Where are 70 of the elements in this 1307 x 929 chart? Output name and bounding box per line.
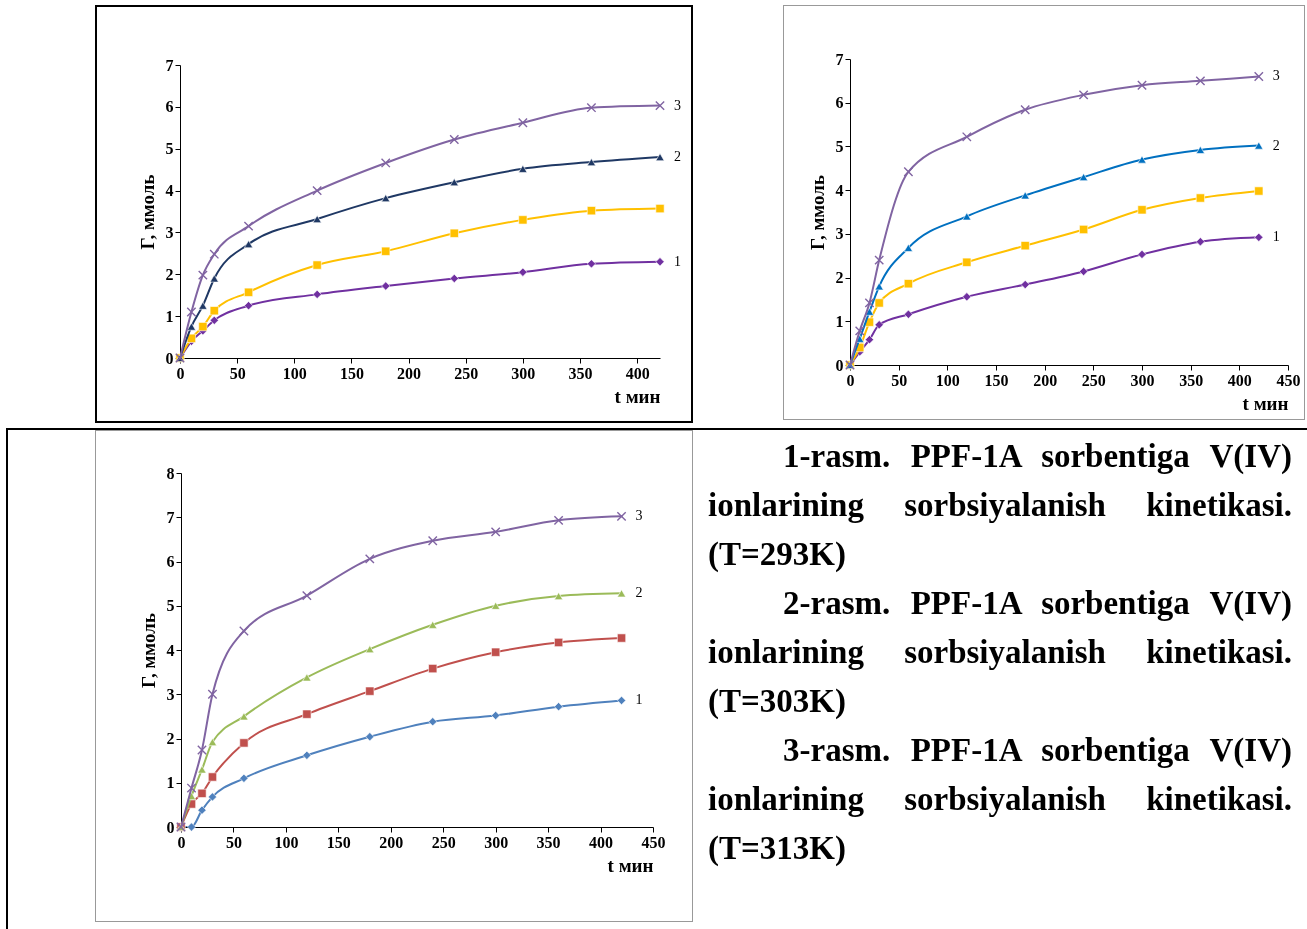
x-tick-label: 250 — [431, 833, 456, 851]
series-label: 3 — [674, 97, 681, 113]
x-tick-label: 300 — [484, 833, 509, 851]
text: 3-rasm. PPF-1A sorbentiga V(IV) ionlarining sorbsiyalanish kinetikasi. (T=313K) — [708, 731, 1292, 868]
x-tick-label: 250 — [1081, 371, 1106, 389]
y-tick-label: 5 — [835, 137, 844, 155]
y-tick-label: 8 — [166, 464, 175, 482]
x-axis-title: t мин — [1242, 392, 1289, 414]
x-tick-label: 50 — [891, 371, 908, 389]
series-label: 2 — [674, 149, 681, 165]
x-tick-label: 0 — [846, 371, 855, 389]
y-tick-label: 4 — [165, 182, 174, 200]
y-axis-title: Г, ммоль — [137, 612, 159, 689]
y-tick-label: 0 — [166, 818, 175, 836]
y-tick-label: 2 — [166, 730, 175, 747]
x-tick-label: 250 — [454, 364, 479, 382]
y-tick-label: 7 — [835, 50, 844, 68]
x-tick-label: 200 — [397, 364, 422, 382]
x-tick-label: 300 — [511, 364, 536, 382]
y-tick-label: 0 — [165, 349, 174, 367]
y-tick-label: 6 — [165, 98, 174, 116]
x-tick-label: 50 — [229, 364, 246, 382]
x-tick-label: 0 — [177, 833, 186, 851]
x-tick-label: 400 — [625, 364, 650, 382]
text: 1-rasm. PPF-1A sorbentiga V(IV) ionlarining sorbsiyalanish kinetikasi. (T=293K) — [708, 437, 1292, 574]
y-axis-title: Г, ммоль — [136, 174, 158, 250]
x-tick-label: 450 — [641, 833, 666, 851]
x-tick-label: 150 — [326, 833, 351, 851]
y-tick-label: 4 — [835, 181, 844, 199]
x-tick-label: 350 — [1179, 371, 1204, 389]
x-tick-label: 100 — [935, 371, 960, 389]
x-tick-label: 200 — [379, 833, 404, 851]
series-label: 3 — [1272, 68, 1280, 84]
x-tick-label: 300 — [1130, 371, 1155, 389]
y-tick-label: 2 — [835, 269, 844, 287]
series-label: 1 — [635, 692, 643, 708]
y-tick-label: 6 — [166, 553, 175, 570]
x-tick-label: 350 — [568, 364, 593, 382]
y-tick-label: 7 — [165, 56, 174, 74]
y-tick-label: 3 — [165, 223, 174, 241]
x-tick-label: 450 — [1276, 371, 1301, 389]
y-tick-label: 1 — [165, 307, 174, 325]
series-label: 3 — [635, 508, 643, 524]
y-axis-title: Г, ммоль — [806, 174, 828, 251]
y-tick-label: 1 — [166, 774, 175, 792]
y-tick-label: 4 — [166, 641, 175, 659]
x-tick-label: 150 — [339, 364, 364, 382]
x-tick-label: 400 — [589, 833, 614, 851]
y-tick-label: 5 — [166, 597, 175, 615]
y-tick-label: 2 — [165, 265, 174, 283]
y-tick-label: 1 — [835, 312, 844, 330]
series-label: 2 — [1272, 137, 1280, 153]
series-label: 2 — [635, 585, 643, 601]
x-tick-label: 400 — [1227, 371, 1252, 389]
text: 2-rasm. PPF-1A sorbentiga V(IV) ionlarining sorbsiyalanish kinetikasi. (T=303K) — [708, 584, 1292, 721]
x-axis-title: t мин — [607, 854, 654, 876]
y-tick-label: 5 — [165, 140, 174, 158]
x-tick-label: 350 — [536, 833, 561, 851]
y-tick-label: 7 — [166, 508, 175, 526]
x-axis-title: t мин — [614, 385, 661, 407]
series-label: 1 — [1272, 229, 1280, 245]
x-tick-label: 150 — [984, 371, 1009, 389]
y-tick-label: 6 — [835, 94, 844, 112]
x-tick-label: 100 — [274, 833, 299, 851]
x-tick-label: 50 — [225, 833, 242, 851]
y-tick-label: 3 — [166, 685, 175, 703]
x-tick-label: 200 — [1033, 371, 1058, 389]
y-tick-label: 3 — [835, 225, 844, 243]
series-label: 1 — [674, 253, 681, 269]
x-tick-label: 100 — [282, 364, 307, 382]
